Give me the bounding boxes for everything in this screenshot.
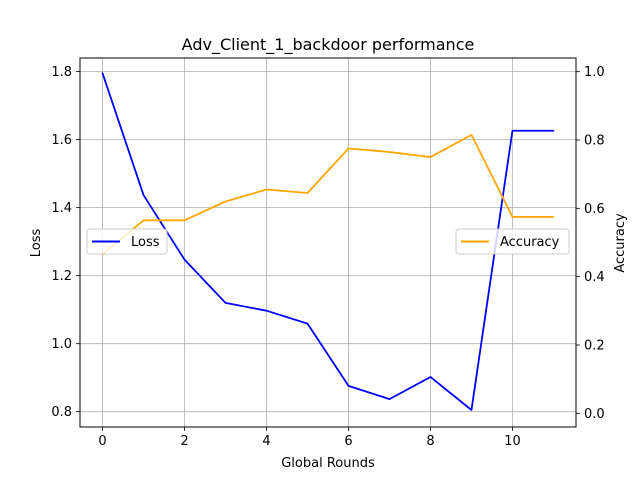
y-tick-label-right: 0.0 [584, 407, 605, 422]
y-tick-label-right: 0.8 [584, 134, 605, 149]
x-axis-label: Global Rounds [281, 456, 375, 471]
legend-accuracy-box [455, 228, 570, 255]
y-tick-label-right: 0.2 [584, 339, 605, 354]
x-tick-label: 4 [262, 434, 270, 449]
legend-accuracy-label: Accuracy [500, 235, 560, 250]
x-tick-label: 10 [504, 434, 521, 449]
y-tick-label-left: 1.6 [51, 133, 72, 148]
y-tick-label-left: 1.0 [51, 337, 72, 352]
grid [80, 58, 576, 427]
y-tick-label-left: 0.8 [51, 405, 72, 420]
y-tick-label-left: 1.4 [51, 201, 72, 216]
legend-loss-label: Loss [131, 235, 160, 250]
chart-title: Adv_Client_1_backdoor performance [182, 35, 475, 55]
legend-loss-box [86, 228, 168, 255]
y-tick-label-right: 0.6 [584, 202, 605, 217]
x-tick-label: 2 [180, 434, 188, 449]
y-tick-label-left: 1.2 [51, 269, 72, 284]
ticks: 0 2 4 6 8 10 0.8 1.0 1.2 1.4 1.6 1.8 0.0 0.2 0.4 0.6 0.8… [51, 65, 604, 449]
series-lines [101, 72, 555, 411]
plot-frame [79, 57, 577, 428]
y-axis-label-right: Accuracy [613, 213, 628, 273]
y-axis-label-left: Loss [29, 229, 44, 258]
legend-loss: Loss [86, 228, 168, 255]
legend-accuracy: Accuracy [455, 228, 570, 255]
x-tick-label: 0 [98, 434, 106, 449]
y-tick-label-right: 1.0 [584, 65, 605, 80]
y-tick-label-right: 0.4 [584, 270, 605, 285]
y-tick-label-left: 1.8 [51, 65, 72, 80]
x-tick-label: 8 [426, 434, 434, 449]
series-line-loss [101, 72, 555, 411]
series-line-accuracy [101, 133, 555, 256]
x-tick-label: 6 [344, 434, 352, 449]
